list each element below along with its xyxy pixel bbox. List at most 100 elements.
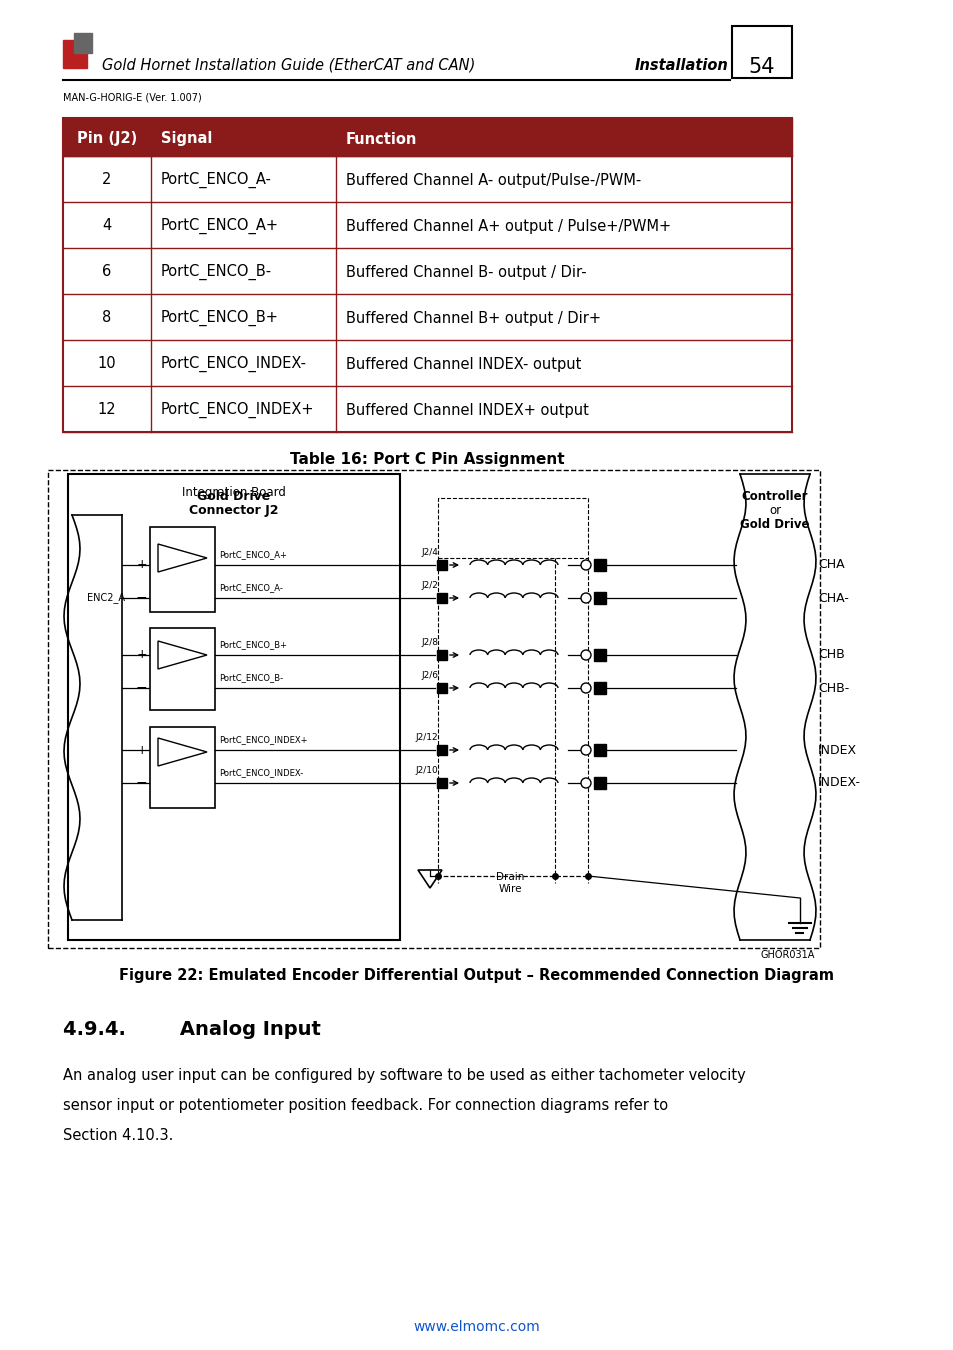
Text: +: +	[136, 744, 147, 756]
Text: Drain
Wire: Drain Wire	[496, 872, 523, 894]
Text: Integration Board: Integration Board	[182, 486, 286, 500]
Text: www.elmomc.com: www.elmomc.com	[414, 1320, 539, 1334]
Circle shape	[580, 683, 590, 693]
Text: J2/10: J2/10	[415, 765, 437, 775]
Text: Signal: Signal	[161, 131, 213, 147]
Text: MAN-G-HORIG-E (Ver. 1.007): MAN-G-HORIG-E (Ver. 1.007)	[63, 92, 201, 103]
Bar	[436, 593, 447, 603]
Bar	[594, 559, 605, 571]
Text: PortC_ENCO_B-: PortC_ENCO_B-	[219, 674, 283, 682]
Bar	[437, 498, 587, 558]
Text: J2/12: J2/12	[415, 733, 437, 743]
Circle shape	[580, 649, 590, 660]
Text: +: +	[136, 559, 147, 571]
Text: CHB: CHB	[817, 648, 843, 662]
Bar	[436, 649, 447, 660]
Text: 12: 12	[97, 402, 116, 417]
Circle shape	[580, 778, 590, 788]
Text: Connector J2: Connector J2	[189, 504, 278, 517]
Bar	[436, 745, 447, 755]
Text: J2/8: J2/8	[420, 639, 437, 647]
Bar	[594, 649, 605, 662]
Text: PortC_ENCO_A-: PortC_ENCO_A-	[161, 171, 272, 188]
Text: Section 4.10.3.: Section 4.10.3.	[63, 1129, 173, 1143]
Circle shape	[580, 745, 590, 755]
Text: INDEX-: INDEX-	[817, 776, 861, 790]
Text: PortC_ENCO_INDEX+: PortC_ENCO_INDEX+	[219, 734, 307, 744]
Text: INDEX: INDEX	[817, 744, 856, 756]
Text: PortC_ENCO_A-: PortC_ENCO_A-	[219, 583, 283, 593]
Text: Buffered Channel A+ output / Pulse+/PWM+: Buffered Channel A+ output / Pulse+/PWM+	[346, 219, 670, 234]
Text: PortC_ENCO_B-: PortC_ENCO_B-	[161, 263, 272, 279]
Bar	[150, 628, 214, 710]
Bar	[594, 682, 605, 694]
Text: Buffered Channel INDEX- output: Buffered Channel INDEX- output	[346, 356, 580, 371]
Bar	[594, 778, 605, 788]
Text: Gold Drive: Gold Drive	[740, 518, 809, 531]
Text: or: or	[768, 504, 781, 517]
Text: Controller: Controller	[741, 490, 807, 504]
Text: sensor input or potentiometer position feedback. For connection diagrams refer t: sensor input or potentiometer position f…	[63, 1098, 667, 1112]
Text: Buffered Channel B+ output / Dir+: Buffered Channel B+ output / Dir+	[346, 310, 600, 325]
Text: Function: Function	[346, 131, 416, 147]
Text: +: +	[136, 648, 147, 662]
Text: PortC_ENCO_INDEX-: PortC_ENCO_INDEX-	[161, 356, 307, 373]
Text: J2/2: J2/2	[420, 580, 437, 590]
Text: 10: 10	[97, 356, 116, 371]
Bar	[436, 778, 447, 788]
Text: PortC_ENCO_INDEX+: PortC_ENCO_INDEX+	[161, 402, 314, 418]
Bar	[63, 157, 791, 202]
Text: J2/4: J2/4	[420, 548, 437, 558]
Text: CHA: CHA	[817, 559, 843, 571]
Text: J2/6: J2/6	[420, 671, 437, 680]
Bar	[63, 117, 791, 157]
Text: GHOR031A: GHOR031A	[760, 950, 814, 960]
Bar	[48, 470, 820, 948]
Circle shape	[580, 560, 590, 570]
Bar	[63, 340, 791, 386]
Text: 4: 4	[102, 219, 112, 234]
Text: −: −	[135, 776, 147, 790]
Text: 4.9.4.        Analog Input: 4.9.4. Analog Input	[63, 1021, 320, 1040]
Text: Gold Hornet Installation Guide (EtherCAT and CAN): Gold Hornet Installation Guide (EtherCAT…	[102, 58, 475, 73]
Text: PortC_ENCO_B+: PortC_ENCO_B+	[161, 310, 278, 327]
Text: CHB-: CHB-	[817, 682, 848, 694]
Text: CHA-: CHA-	[817, 591, 848, 605]
Text: 6: 6	[102, 265, 112, 279]
Bar	[63, 40, 87, 68]
Text: −: −	[135, 680, 147, 695]
Text: Buffered Channel A- output/Pulse-/PWM-: Buffered Channel A- output/Pulse-/PWM-	[346, 173, 640, 188]
Bar	[68, 474, 399, 940]
Bar	[74, 32, 91, 53]
Bar	[594, 593, 605, 603]
Text: −: −	[135, 591, 147, 605]
Bar	[150, 728, 214, 809]
Bar	[436, 560, 447, 570]
Bar	[150, 526, 214, 612]
Bar	[63, 386, 791, 432]
Bar	[731, 26, 791, 78]
Circle shape	[580, 593, 590, 603]
Bar	[63, 117, 791, 432]
Text: Installation: Installation	[634, 58, 727, 73]
Text: 2: 2	[102, 173, 112, 188]
Text: Buffered Channel B- output / Dir-: Buffered Channel B- output / Dir-	[346, 265, 586, 279]
Text: Figure 22: Emulated Encoder Differential Output – Recommended Connection Diagram: Figure 22: Emulated Encoder Differential…	[119, 968, 834, 983]
Text: PortC_ENCO_A+: PortC_ENCO_A+	[219, 549, 287, 559]
Text: Gold Drive: Gold Drive	[197, 490, 271, 504]
Bar	[63, 294, 791, 340]
Text: PortC_ENCO_B+: PortC_ENCO_B+	[219, 640, 287, 649]
Bar	[63, 248, 791, 294]
Text: Table 16: Port C Pin Assignment: Table 16: Port C Pin Assignment	[290, 452, 564, 467]
Text: PortC_ENCO_A+: PortC_ENCO_A+	[161, 217, 278, 234]
Bar	[63, 202, 791, 248]
Text: ENC2_A-: ENC2_A-	[87, 593, 128, 603]
Text: Pin (J2): Pin (J2)	[77, 131, 137, 147]
Text: 8: 8	[102, 310, 112, 325]
Bar	[594, 744, 605, 756]
Text: 54: 54	[748, 57, 775, 77]
Bar	[436, 683, 447, 693]
Text: PortC_ENCO_INDEX-: PortC_ENCO_INDEX-	[219, 768, 303, 778]
Text: Buffered Channel INDEX+ output: Buffered Channel INDEX+ output	[346, 402, 588, 417]
Text: An analog user input can be configured by software to be used as either tachomet: An analog user input can be configured b…	[63, 1068, 745, 1083]
